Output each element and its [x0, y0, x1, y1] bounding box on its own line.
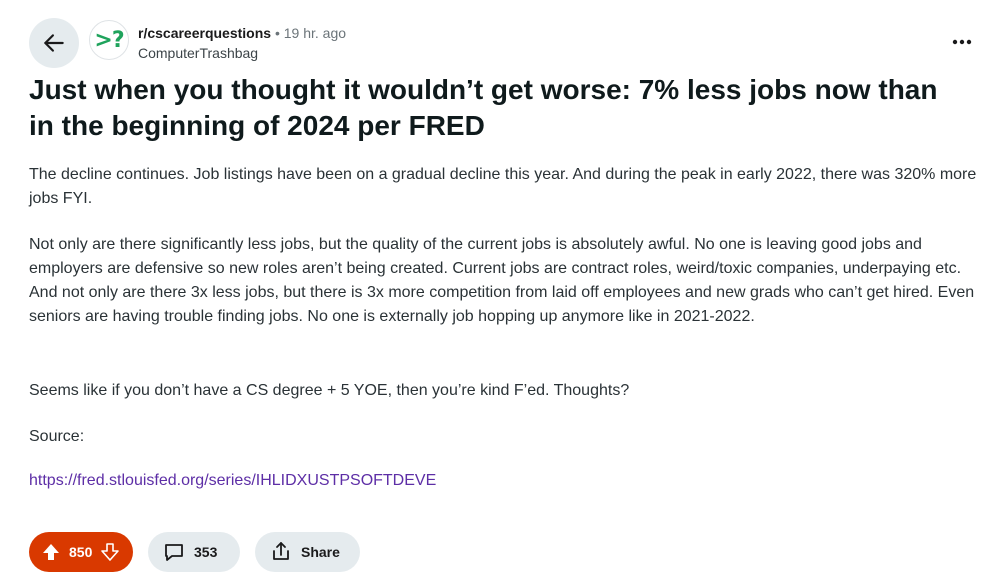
source-link[interactable]: https://fred.stlouisfed.org/series/IHLID…	[29, 472, 437, 489]
body-paragraph-source: Source:	[29, 428, 85, 445]
post-title: Just when you thought it wouldn’t get wo…	[29, 74, 938, 141]
body-paragraph-1: The decline continues. Job listings have…	[29, 166, 977, 207]
body-paragraph-link: https://fred.stlouisfed.org/series/IHLID…	[29, 469, 979, 493]
share-button[interactable]: Share	[255, 532, 360, 572]
comments-button[interactable]: 353	[148, 532, 240, 572]
more-horizontal-icon	[952, 39, 972, 45]
downvote-button[interactable]	[98, 540, 122, 564]
body-paragraph-3: Seems like if you don’t have a CS degree…	[29, 382, 630, 399]
arrow-left-icon	[44, 34, 64, 52]
subreddit-link[interactable]: r/cscareerquestions	[138, 25, 272, 41]
subreddit-avatar[interactable]: >?	[89, 20, 129, 60]
vote-pill: 850	[29, 532, 133, 572]
body-paragraph-2: Not only are there significantly less jo…	[29, 236, 975, 325]
post-time: 19 hr. ago	[283, 25, 347, 41]
share-icon	[273, 542, 289, 560]
meta-separator: •	[274, 25, 280, 41]
back-button[interactable]	[29, 18, 79, 68]
share-label: Share	[301, 544, 340, 560]
more-options-button[interactable]	[946, 30, 978, 54]
downvote-arrow-icon	[101, 543, 120, 561]
post-meta: r/cscareerquestions • 19 hr. ago	[138, 24, 346, 42]
vote-score: 850	[69, 544, 93, 560]
upvote-button[interactable]	[39, 540, 63, 564]
comment-bubble-icon	[165, 544, 183, 561]
author-link[interactable]: ComputerTrashbag	[138, 45, 259, 61]
upvote-arrow-icon	[43, 544, 59, 560]
comment-count: 353	[194, 544, 218, 560]
post-actions: 850 353 Share	[29, 532, 360, 572]
